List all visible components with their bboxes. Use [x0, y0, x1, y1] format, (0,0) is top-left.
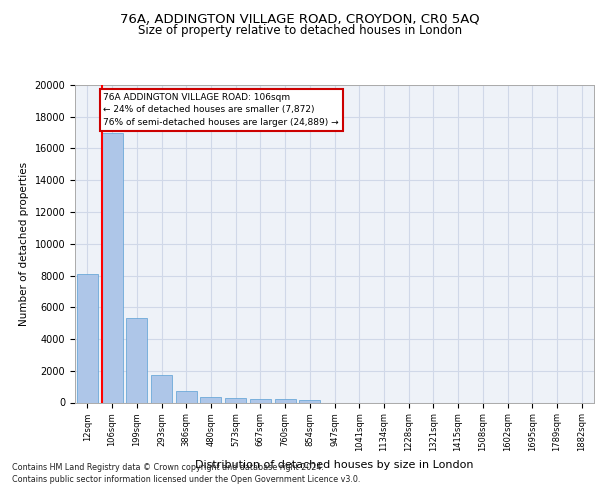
Bar	[126, 318, 147, 402]
Bar	[151, 374, 172, 402]
Text: Contains HM Land Registry data © Crown copyright and database right 2024.: Contains HM Land Registry data © Crown c…	[12, 462, 324, 471]
Text: 76A ADDINGTON VILLAGE ROAD: 106sqm
← 24% of detached houses are smaller (7,872)
: 76A ADDINGTON VILLAGE ROAD: 106sqm ← 24%…	[103, 93, 339, 127]
X-axis label: Distribution of detached houses by size in London: Distribution of detached houses by size …	[195, 460, 474, 469]
Bar	[225, 398, 246, 402]
Text: Contains public sector information licensed under the Open Government Licence v3: Contains public sector information licen…	[12, 475, 361, 484]
Bar	[250, 399, 271, 402]
Bar	[77, 274, 98, 402]
Text: Size of property relative to detached houses in London: Size of property relative to detached ho…	[138, 24, 462, 37]
Bar	[101, 132, 122, 402]
Bar	[176, 392, 197, 402]
Bar	[200, 397, 221, 402]
Bar	[275, 400, 296, 402]
Bar	[299, 400, 320, 402]
Text: 76A, ADDINGTON VILLAGE ROAD, CROYDON, CR0 5AQ: 76A, ADDINGTON VILLAGE ROAD, CROYDON, CR…	[120, 12, 480, 26]
Y-axis label: Number of detached properties: Number of detached properties	[19, 162, 29, 326]
